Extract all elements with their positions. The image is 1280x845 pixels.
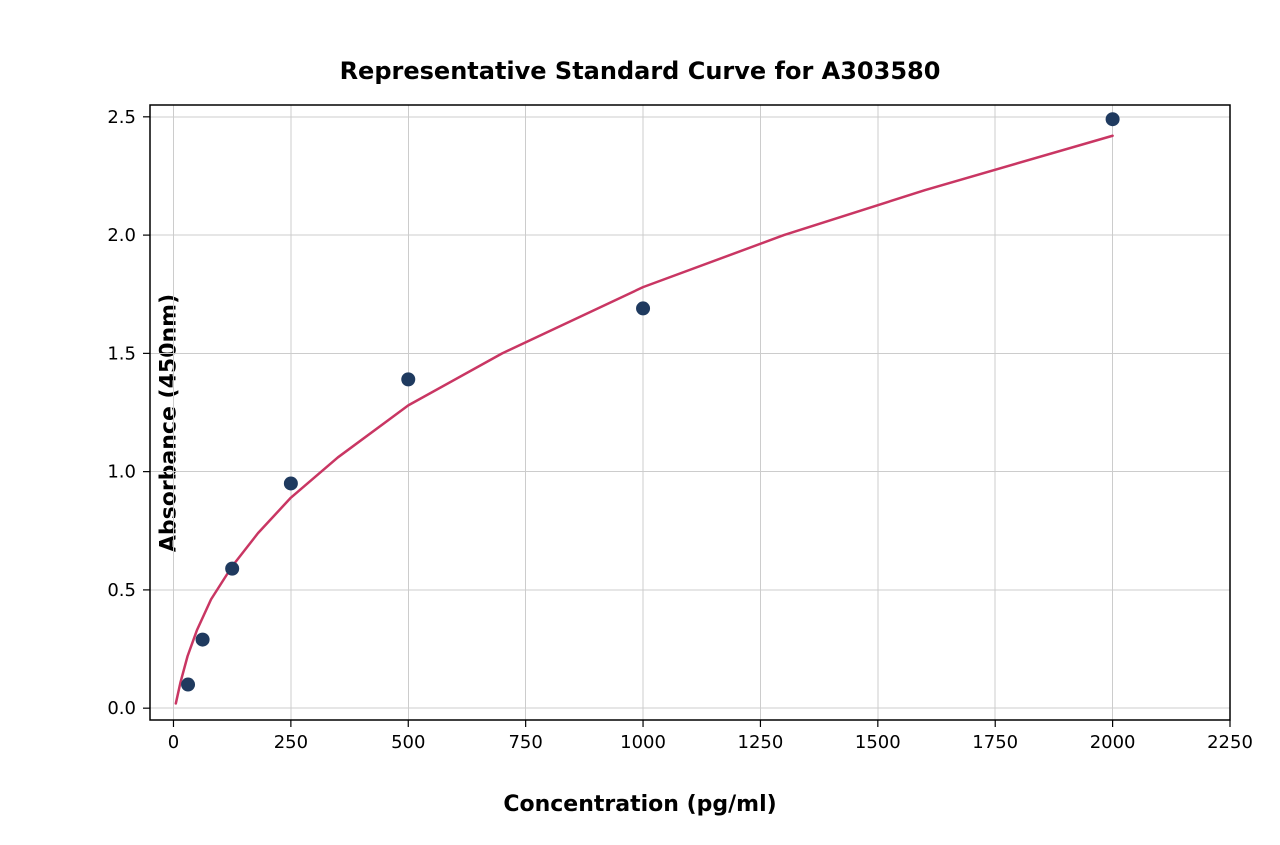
svg-text:750: 750	[508, 732, 542, 753]
svg-text:2250: 2250	[1207, 732, 1253, 753]
svg-text:250: 250	[274, 732, 308, 753]
svg-text:1000: 1000	[620, 732, 666, 753]
svg-text:1.5: 1.5	[107, 343, 136, 364]
svg-text:0.5: 0.5	[107, 580, 136, 601]
svg-text:0: 0	[168, 732, 179, 753]
chart-plot: 0 250 500 750 1000 1250 1500 1750 2000 2250 0.0 0.5…	[0, 0, 1280, 845]
svg-text:2.5: 2.5	[107, 107, 136, 128]
svg-text:2.0: 2.0	[107, 225, 136, 246]
svg-text:500: 500	[391, 732, 425, 753]
svg-text:1500: 1500	[855, 732, 901, 753]
svg-text:2000: 2000	[1090, 732, 1136, 753]
svg-text:0.0: 0.0	[107, 698, 136, 719]
svg-text:1250: 1250	[738, 732, 784, 753]
svg-text:1750: 1750	[972, 732, 1018, 753]
svg-text:1.0: 1.0	[107, 462, 136, 483]
